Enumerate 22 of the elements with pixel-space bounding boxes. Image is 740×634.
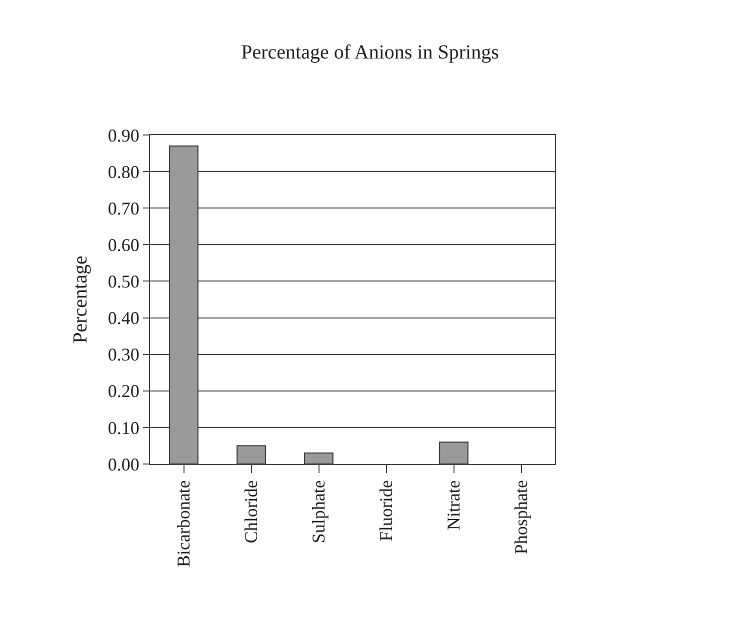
chart-title: Percentage of Anions in Springs <box>241 41 500 64</box>
x-tick-label: Chloride <box>241 480 262 544</box>
bar <box>439 442 468 464</box>
y-axis-title: Percentage <box>69 256 92 344</box>
y-tick-label: 0.20 <box>108 381 140 402</box>
y-tick-label: 0.40 <box>108 308 140 328</box>
y-tick-label: 0.80 <box>108 162 140 182</box>
x-tick-label: Bicarbonate <box>174 480 194 568</box>
bar <box>236 445 266 464</box>
y-tick-label: 0.00 <box>108 454 140 474</box>
y-tick-label: 0.90 <box>108 125 140 146</box>
x-tick-label: Nitrate <box>444 480 464 530</box>
y-tick-label: 0.60 <box>108 234 140 255</box>
x-tick-label: Fluoride <box>376 480 396 542</box>
y-tick-label: 0.50 <box>108 272 140 292</box>
x-tick-label: Sulphate <box>308 480 329 544</box>
y-tick-label: 0.30 <box>108 344 140 365</box>
bar <box>169 145 198 464</box>
y-tick-label: 0.70 <box>108 198 140 218</box>
bar <box>304 452 334 464</box>
y-tick-label: 0.10 <box>108 418 140 438</box>
x-tick-label: Phosphate <box>511 480 532 554</box>
